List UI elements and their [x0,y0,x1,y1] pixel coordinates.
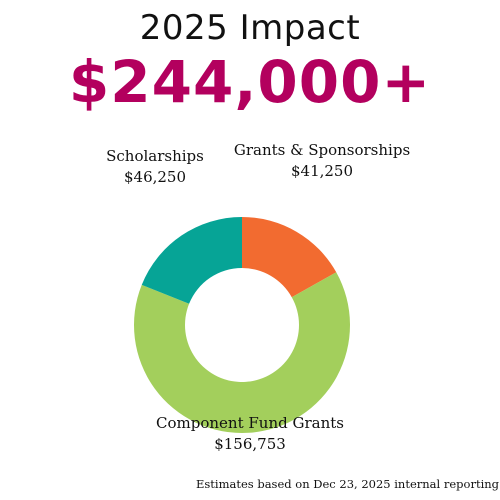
donut-slice-scholarships [141,217,242,304]
slice-value: $41,250 [290,162,354,180]
slice-label-grants-sponsorships: Grants & Sponsorships $41,250 [222,140,422,182]
footnote: Estimates based on Dec 23, 2025 internal… [196,477,500,491]
total-amount: $244,000+ [68,48,432,116]
slice-name: Component Fund Grants [156,414,344,432]
slice-name: Grants & Sponsorships [233,141,411,159]
slice-value: $46,250 [123,168,187,186]
slice-value: $156,753 [214,435,286,453]
donut-slice-grants-sponsorships [242,217,337,298]
slice-label-scholarships: Scholarships $46,250 [80,146,230,188]
donut-slice-component-fund-grants [133,272,350,434]
slice-label-component-fund-grants: Component Fund Grants $156,753 [130,413,370,455]
chart-title: 2025 Impact [139,8,361,48]
slice-name: Scholarships [106,147,204,165]
